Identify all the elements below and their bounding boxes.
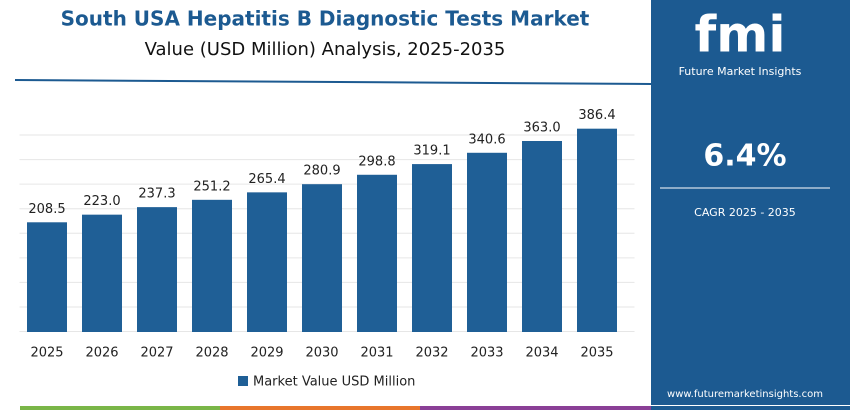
x-tick-label: 2026 [85,346,118,361]
bar [357,174,397,332]
value-label: 265.4 [248,172,285,187]
stripe [20,406,220,410]
legend-label: Market Value USD Million [253,375,415,390]
bar [412,164,452,332]
x-tick-label: 2034 [525,346,558,361]
value-label: 237.3 [138,187,175,202]
stripe [420,406,651,410]
cagr-label: CAGR 2025 - 2035 [694,206,796,219]
value-label: 363.0 [523,120,560,135]
bar [27,222,67,332]
value-label: 251.2 [193,179,230,194]
stripe [220,406,420,410]
x-tick-label: 2035 [580,346,613,361]
value-label: 280.9 [303,164,340,179]
bar [137,207,177,332]
website: www.futuremarketinsights.com [667,389,823,400]
chart-subtitle: Value (USD Million) Analysis, 2025-2035 [145,39,506,60]
brand: Future Market Insights [679,65,802,78]
bar [577,128,617,332]
header-rule [14,79,652,85]
stripe [651,406,850,410]
bar [467,152,507,332]
x-tick-label: 2032 [415,346,448,361]
bar [247,192,287,332]
value-label: 386.4 [578,108,615,123]
bar [192,199,232,332]
x-tick-label: 2025 [30,346,63,361]
cagr-value: 6.4% [703,139,786,174]
bar [522,140,562,332]
logo: fmi [695,6,786,64]
side-panel [651,0,850,405]
x-tick-label: 2030 [305,346,338,361]
x-tick-label: 2033 [470,346,503,361]
bar [82,214,122,332]
value-label: 298.8 [358,154,395,169]
x-tick-label: 2029 [250,346,283,361]
x-tick-label: 2027 [140,346,173,361]
legend-swatch [238,376,248,386]
value-label: 223.0 [83,194,120,209]
chart-title: South USA Hepatitis B Diagnostic Tests M… [61,7,590,31]
value-label: 340.6 [468,132,505,147]
value-label: 319.1 [413,144,450,159]
value-label: 208.5 [28,202,65,217]
x-tick-label: 2031 [360,346,393,361]
x-tick-label: 2028 [195,346,228,361]
bar [302,184,342,332]
